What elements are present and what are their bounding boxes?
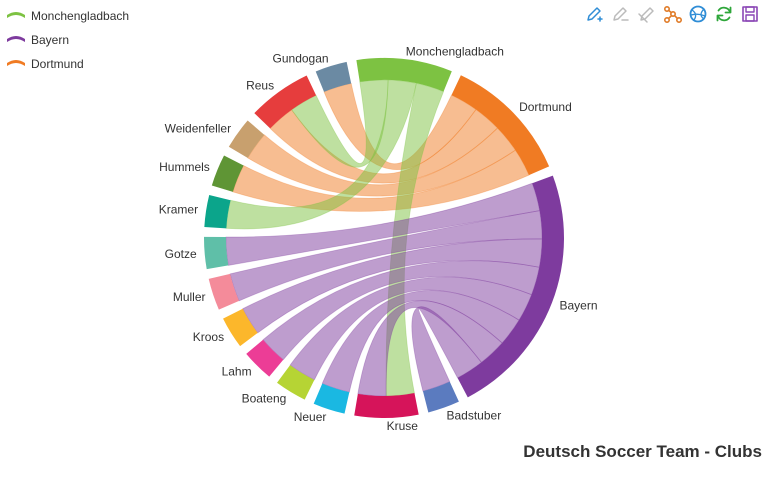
legend-item-monchengladbach[interactable]: Monchengladbach	[6, 4, 129, 28]
legend-item-dortmund[interactable]: Dortmund	[6, 52, 129, 76]
arc-weidenfeller[interactable]	[228, 120, 265, 158]
chord-layout-icon[interactable]	[688, 4, 708, 24]
arc-reus[interactable]	[254, 75, 317, 129]
legend-swatch-icon	[7, 60, 25, 66]
ribbon-kruse-bayern[interactable]	[357, 300, 503, 397]
arc-neuer[interactable]	[313, 383, 350, 414]
force-layout-icon[interactable]	[662, 4, 682, 24]
node-label-muller: Muller	[173, 290, 206, 304]
arc-muller[interactable]	[208, 273, 240, 310]
mark-clear-icon[interactable]	[636, 4, 656, 24]
node-label-neuer: Neuer	[294, 410, 327, 424]
node-label-gotze: Gotze	[165, 247, 197, 261]
arc-badstuber[interactable]	[422, 381, 459, 413]
chart-title: Deutsch Soccer Team - Clubs	[523, 442, 762, 461]
node-label-weidenfeller: Weidenfeller	[165, 122, 231, 136]
ribbons	[225, 79, 543, 397]
node-label-hummels: Hummels	[159, 160, 210, 174]
arc-gotze[interactable]	[204, 236, 229, 270]
ribbon-boateng-bayern[interactable]	[289, 276, 533, 381]
node-label-dortmund: Dortmund	[519, 100, 572, 114]
node-arcs: Gundogan Monchengladbach Dortmund Bayern Bad…	[159, 44, 598, 433]
mark-icon[interactable]	[584, 4, 604, 24]
arc-kruse[interactable]	[354, 393, 419, 418]
mark-undo-icon[interactable]	[610, 4, 630, 24]
legend: Monchengladbach Bayern Dortmund	[6, 4, 129, 76]
arc-dortmund[interactable]	[451, 75, 550, 176]
arc-hummels[interactable]	[211, 155, 244, 192]
node-label-badstuber: Badstuber	[447, 408, 502, 422]
legend-label: Monchengladbach	[31, 9, 130, 23]
legend-item-bayern[interactable]: Bayern	[6, 28, 129, 52]
legend-swatch-icon	[7, 36, 25, 42]
node-label-gundogan: Gundogan	[273, 51, 329, 65]
arc-bayern[interactable]	[457, 175, 564, 398]
node-label-monchengladbach: Monchengladbach	[406, 44, 504, 58]
refresh-icon[interactable]	[714, 4, 734, 24]
node-label-reus: Reus	[246, 79, 274, 93]
ribbon-badstuber-bayern[interactable]	[411, 306, 482, 392]
legend-label: Dortmund	[31, 57, 84, 71]
arc-monchengladbach[interactable]	[356, 58, 452, 92]
arc-gundogan[interactable]	[315, 61, 352, 92]
node-label-bayern: Bayern	[560, 298, 598, 312]
node-label-boateng: Boateng	[242, 392, 287, 406]
legend-label: Bayern	[31, 33, 70, 47]
node-label-kroos: Kroos	[193, 330, 224, 344]
arc-lahm[interactable]	[246, 339, 284, 377]
node-label-kruse: Kruse	[387, 419, 419, 433]
node-label-lahm: Lahm	[222, 365, 252, 379]
legend-swatch-icon	[7, 12, 25, 18]
node-label-kramer: Kramer	[159, 203, 198, 217]
arc-kramer[interactable]	[204, 195, 231, 229]
save-image-icon[interactable]	[740, 4, 760, 24]
arc-kroos[interactable]	[223, 308, 258, 347]
toolbar	[578, 4, 760, 24]
arc-boateng[interactable]	[277, 365, 315, 400]
